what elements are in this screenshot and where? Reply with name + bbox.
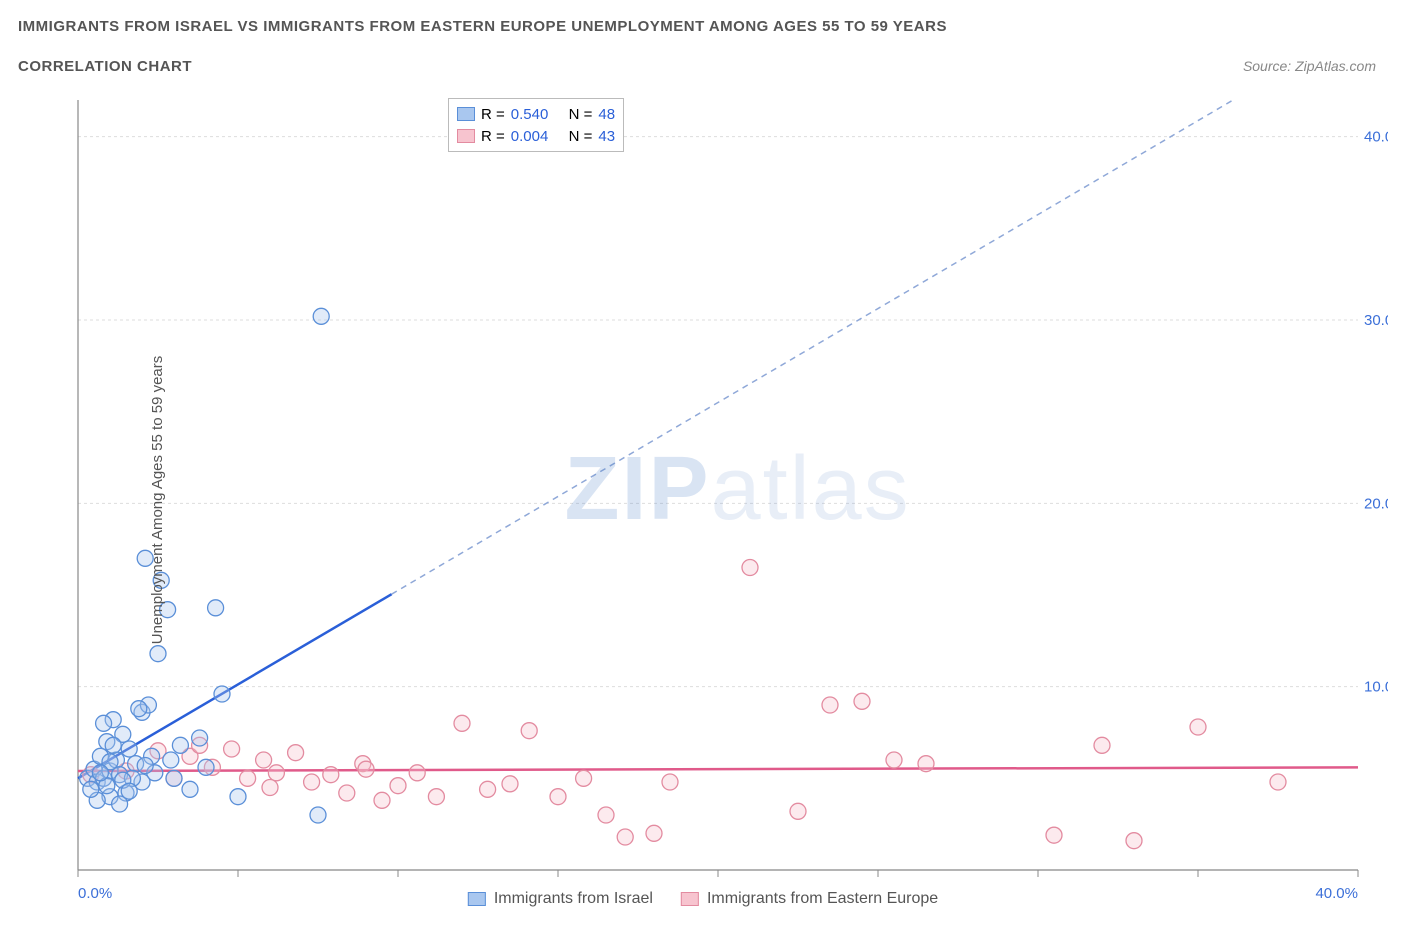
svg-text:40.0%: 40.0% [1315,885,1358,902]
legend-row-series1: R = 0.540 N = 48 [457,103,615,125]
r-label: R = [481,106,505,123]
r-value-series1: 0.540 [511,106,549,123]
n-value-series1: 48 [598,106,615,123]
n-label: N = [569,128,593,145]
chart-area: Unemployment Among Ages 55 to 59 years Z… [18,90,1388,910]
r-label: R = [481,128,505,145]
scatter-chart-svg: 10.0% 20.0% 30.0% 40.0% 0.0% 40.0% [18,90,1388,910]
svg-text:20.0%: 20.0% [1364,495,1388,512]
y-axis-label: Unemployment Among Ages 55 to 59 years [149,356,166,645]
bottom-legend-item-2: Immigrants from Eastern Europe [681,890,938,908]
svg-text:30.0%: 30.0% [1364,312,1388,329]
correlation-legend-box: R = 0.540 N = 48 R = 0.004 N = 43 [448,98,624,152]
r-value-series2: 0.004 [511,128,549,145]
svg-text:40.0%: 40.0% [1364,129,1388,146]
source-label: Source: ZipAtlas.com [1243,58,1376,74]
chart-title-line1: IMMIGRANTS FROM ISRAEL VS IMMIGRANTS FRO… [18,18,947,35]
chart-title-line2: CORRELATION CHART [18,58,192,75]
legend-swatch-series1 [457,107,475,121]
legend-row-series2: R = 0.004 N = 43 [457,125,615,147]
bottom-swatch-1 [468,892,486,906]
n-label: N = [569,106,593,123]
n-value-series2: 43 [598,128,615,145]
svg-text:0.0%: 0.0% [78,885,112,902]
bottom-legend-label-1: Immigrants from Israel [494,890,653,908]
svg-text:10.0%: 10.0% [1364,679,1388,696]
bottom-legend-item-1: Immigrants from Israel [468,890,653,908]
bottom-legend-label-2: Immigrants from Eastern Europe [707,890,938,908]
legend-swatch-series2 [457,129,475,143]
bottom-legend: Immigrants from Israel Immigrants from E… [468,890,938,908]
bottom-swatch-2 [681,892,699,906]
